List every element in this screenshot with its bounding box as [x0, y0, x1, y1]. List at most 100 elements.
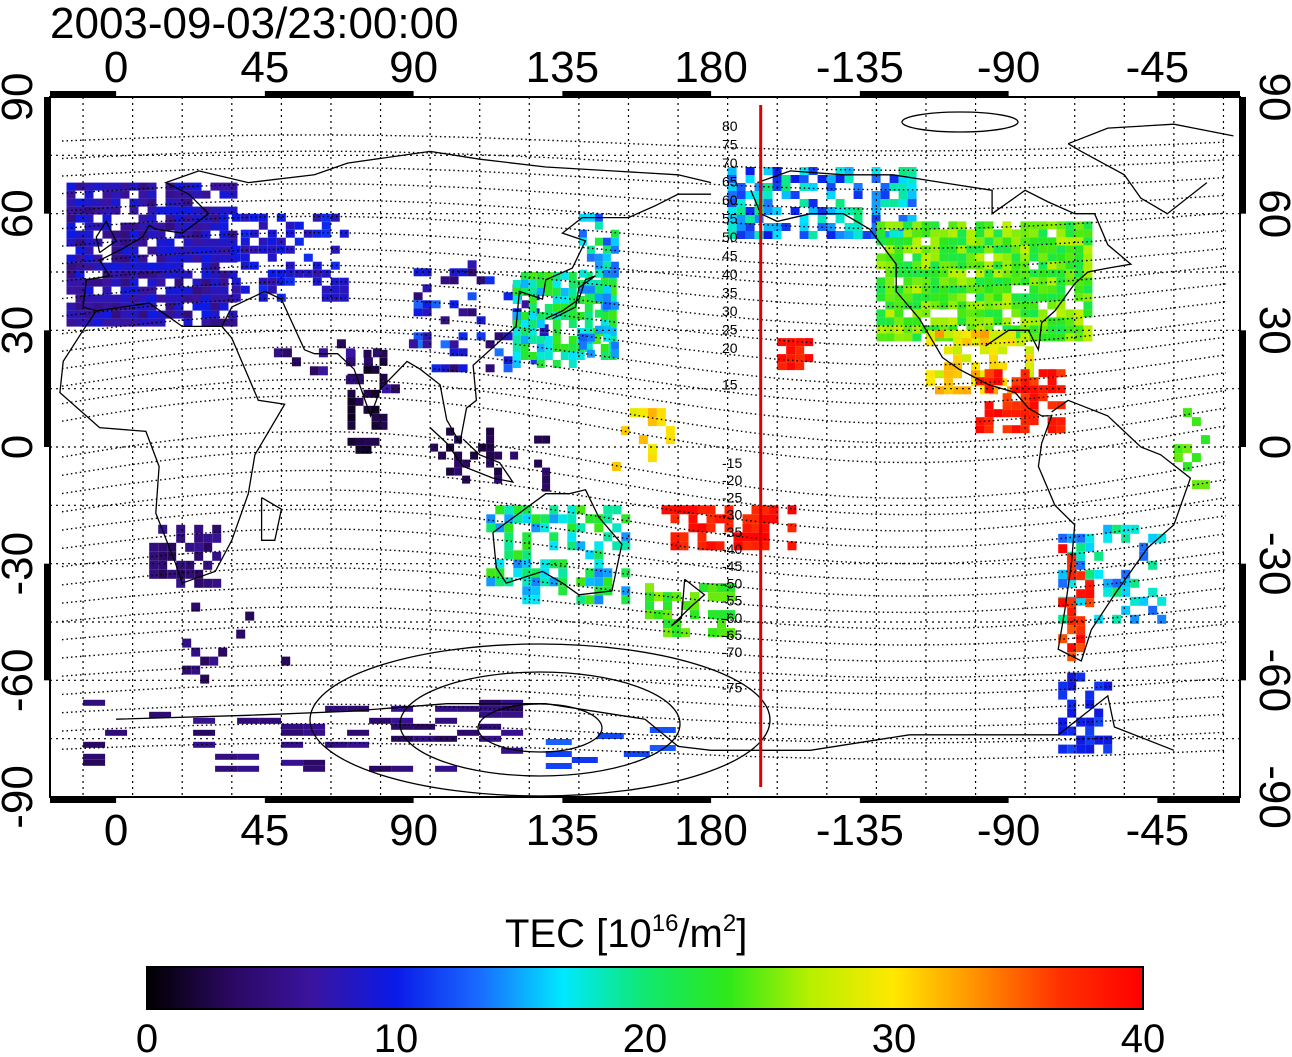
tec-cell: [174, 190, 184, 199]
tec-cell: [853, 215, 863, 223]
tec-cell: [182, 638, 192, 648]
tec-cell: [201, 238, 211, 247]
tec-cell: [835, 215, 845, 223]
tec-cell: [844, 175, 854, 183]
dip-isoline: [61, 567, 1227, 614]
tec-cell: [228, 190, 238, 199]
tec-cell: [799, 175, 809, 183]
tec-cell: [1058, 569, 1068, 579]
tec-cell: [544, 336, 553, 344]
tec-cell: [470, 451, 479, 460]
tec-cell: [912, 245, 922, 254]
tec-cell: [355, 437, 364, 446]
tec-cell: [975, 253, 985, 262]
tec-cell: [120, 294, 130, 303]
tec-cell: [363, 405, 372, 414]
tec-cell: [245, 611, 255, 621]
tec-cell: [594, 269, 603, 278]
tec-cell: [1002, 237, 1012, 246]
tec-cell: [751, 514, 761, 524]
tec-cell: [656, 417, 666, 427]
tec-cell: [594, 586, 604, 596]
tec-cell: [530, 356, 540, 365]
tec-cell: [192, 222, 202, 231]
tec-cell: [894, 285, 904, 294]
tec-cell: [984, 401, 994, 410]
tec-cell: [552, 272, 561, 280]
tec-cell: [984, 369, 994, 378]
tec-cell: [174, 278, 184, 287]
frame-tick-bar: [44, 563, 50, 681]
tec-cell: [371, 413, 380, 422]
tec-cell: [975, 277, 985, 286]
tec-cell: [102, 222, 112, 231]
tec-cell: [1056, 293, 1066, 302]
tec-cell: [717, 583, 726, 593]
dip-isoline: [61, 684, 1227, 711]
tec-cell: [528, 352, 537, 360]
tec-cell: [193, 717, 216, 724]
tec-cell: [536, 360, 545, 368]
tec-cell: [449, 300, 459, 309]
tec-cell: [885, 285, 895, 294]
tec-cell: [479, 735, 502, 742]
coastline: [221, 193, 712, 445]
tec-cell: [75, 254, 85, 263]
tec-cell: [192, 238, 202, 247]
tec-cell: [339, 229, 349, 238]
tec-cell: [939, 229, 949, 238]
tec-cell: [560, 344, 569, 352]
tec-cell: [467, 308, 477, 317]
tec-cell: [715, 514, 725, 524]
tec-cell: [1011, 261, 1021, 270]
tec-cell: [602, 325, 611, 334]
tec-cell: [894, 261, 904, 270]
tec-cell: [1029, 317, 1039, 326]
tec-cell: [984, 261, 994, 270]
tec-cell: [75, 238, 85, 247]
tec-cell: [545, 763, 572, 769]
tec-cell: [975, 285, 985, 294]
dip-label: 65: [722, 174, 738, 190]
tec-cell: [876, 261, 886, 270]
colorbar-title: TEC [1016/m2]: [505, 910, 748, 956]
tec-cell: [191, 665, 201, 675]
tec-cell: [645, 610, 654, 620]
tec-cell: [980, 386, 989, 395]
tec-cell: [594, 559, 604, 569]
tec-cell: [576, 505, 586, 515]
tec-cell: [228, 318, 238, 327]
tec-cell: [984, 269, 994, 278]
tec-cell: [240, 245, 250, 254]
tec-cell: [717, 610, 726, 620]
tec-cell: [552, 360, 561, 368]
dip-isoline: [61, 313, 1227, 366]
tec-cell: [649, 727, 676, 733]
tec-cell: [621, 586, 631, 596]
tec-cell: [312, 229, 322, 238]
tec-cell: [201, 286, 211, 295]
tec-cell: [431, 364, 441, 373]
tec-cell: [138, 182, 148, 191]
tec-cell: [1067, 607, 1077, 617]
tec-cell: [176, 569, 186, 579]
tec-cell: [602, 261, 611, 270]
tec-cell: [939, 269, 949, 278]
tec-cell: [1038, 229, 1048, 238]
tec-cell: [1074, 245, 1084, 254]
tec-cell: [285, 221, 295, 230]
tec-cell: [120, 318, 130, 327]
tec-cell: [1011, 425, 1021, 434]
tec-cell: [1112, 614, 1122, 624]
tec-cell: [454, 467, 463, 476]
tec-cell: [912, 301, 922, 310]
tec-cell: [921, 269, 931, 278]
tec-cell: [584, 304, 593, 312]
tec-cell: [1047, 293, 1057, 302]
tec-cell: [948, 245, 958, 254]
tec-cell: [763, 231, 773, 239]
tec-cell: [1029, 237, 1039, 246]
dip-label: -55: [722, 593, 742, 609]
tec-cell: [281, 759, 304, 766]
tec-cell: [993, 285, 1003, 294]
